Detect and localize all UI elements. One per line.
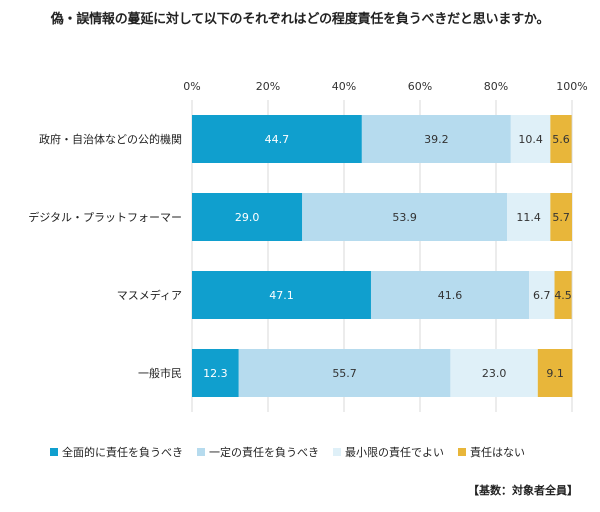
legend-item-some: 一定の責任を負うべき xyxy=(197,444,319,460)
bar-segment xyxy=(302,193,508,241)
data-label: 12.3 xyxy=(203,367,228,380)
legend-label-minimal: 最小限の責任でよい xyxy=(345,446,444,459)
x-tick-label: 100% xyxy=(556,80,587,93)
data-label: 10.4 xyxy=(518,133,543,146)
data-label: 55.7 xyxy=(332,367,357,380)
x-tick-label: 0% xyxy=(183,80,200,93)
data-label: 5.7 xyxy=(552,211,570,224)
bar-segment xyxy=(510,115,551,163)
bar-segment xyxy=(192,349,239,397)
legend-swatch-full xyxy=(50,448,58,456)
bar-segment xyxy=(550,193,572,241)
legend-item-minimal: 最小限の責任でよい xyxy=(333,444,444,460)
x-tick-label: 20% xyxy=(256,80,280,93)
x-tick-label: 60% xyxy=(408,80,432,93)
legend-item-full: 全面的に責任を負うべき xyxy=(50,444,183,460)
legend-label-none: 責任はない xyxy=(470,446,525,459)
data-label: 9.1 xyxy=(546,367,564,380)
data-label: 4.5 xyxy=(554,289,572,302)
data-label: 39.2 xyxy=(424,133,449,146)
data-label: 5.6 xyxy=(552,133,570,146)
data-label: 23.0 xyxy=(482,367,507,380)
legend-item-none: 責任はない xyxy=(458,444,525,460)
data-label: 11.4 xyxy=(516,211,541,224)
legend-label-full: 全面的に責任を負うべき xyxy=(62,446,183,459)
stacked-bar-chart: 0% 20% 40% 60% 80% 100% 政府・自治体などの公的機関 44.7 39.2 1… xyxy=(28,80,588,412)
bar-segment xyxy=(537,349,573,397)
bar-segment xyxy=(361,115,511,163)
data-label: 6.7 xyxy=(533,289,551,302)
data-label: 44.7 xyxy=(265,133,290,146)
bar-segment xyxy=(529,271,555,319)
data-label: 29.0 xyxy=(235,211,260,224)
base-note: 【基数：対象者全員】 xyxy=(468,484,578,497)
bar-segment xyxy=(450,349,538,397)
bar-segment xyxy=(550,115,572,163)
legend: 全面的に責任を負うべき 一定の責任を負うべき 最小限の責任でよい 責任はない xyxy=(50,444,590,460)
bar-segment xyxy=(238,349,451,397)
data-label: 53.9 xyxy=(392,211,417,224)
category-label: マスメディア xyxy=(117,288,182,302)
legend-label-some: 一定の責任を負うべき xyxy=(209,446,319,459)
data-label: 41.6 xyxy=(438,289,463,302)
bar-segment xyxy=(370,271,530,319)
chart-title: 偽・誤情報の蔓延に対して以下のそれぞれはどの程度責任を負うべきだと思いますか。 xyxy=(50,12,550,27)
category-label: 一般市民 xyxy=(138,366,182,380)
bar-segment xyxy=(192,115,362,163)
legend-swatch-none xyxy=(458,448,466,456)
x-tick-label: 80% xyxy=(484,80,508,93)
category-label: 政府・自治体などの公的機関 xyxy=(39,132,182,146)
legend-swatch-some xyxy=(197,448,205,456)
x-tick-label: 40% xyxy=(332,80,356,93)
bar-segment xyxy=(192,193,303,241)
category-label: デジタル・プラットフォーマー xyxy=(28,210,182,224)
data-label: 47.1 xyxy=(269,289,294,302)
bar-segment xyxy=(507,193,551,241)
bar-segment xyxy=(554,271,572,319)
bar-segment xyxy=(192,271,371,319)
legend-swatch-minimal xyxy=(333,448,341,456)
